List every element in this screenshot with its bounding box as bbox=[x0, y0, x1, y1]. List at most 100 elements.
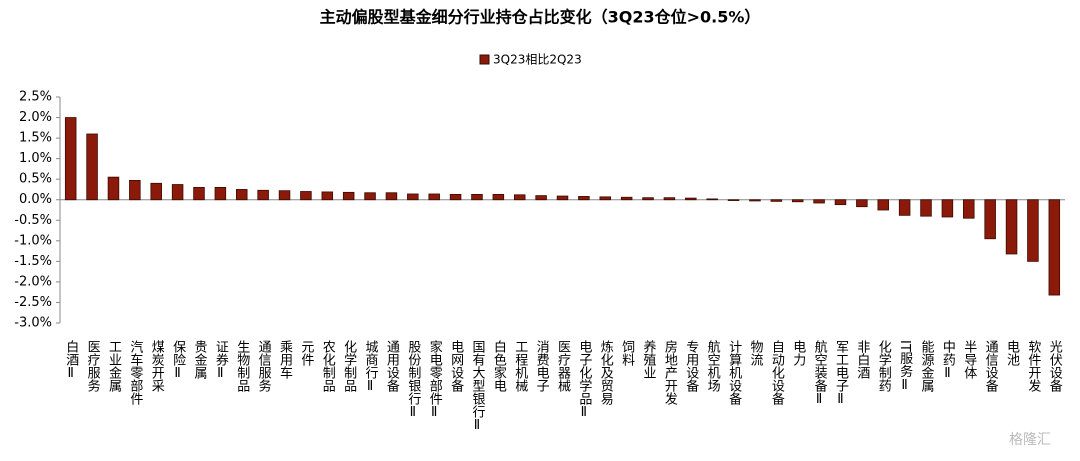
bar bbox=[449, 193, 462, 201]
bar bbox=[963, 199, 975, 219]
bar bbox=[663, 197, 676, 201]
x-tick-label: 汽车零部件 bbox=[127, 340, 143, 405]
x-tick-label: 证券Ⅱ bbox=[213, 340, 229, 381]
bar bbox=[1005, 199, 1018, 255]
y-tick-label: 0.5% bbox=[19, 172, 52, 187]
x-tick-label: 电力 bbox=[790, 340, 806, 367]
bar bbox=[749, 199, 761, 202]
x-tick-label: 通信设备 bbox=[983, 340, 999, 393]
bar bbox=[791, 199, 804, 203]
x-tick-label: 通信服务 bbox=[256, 340, 272, 392]
bar bbox=[86, 133, 98, 201]
x-tick-label: 白酒Ⅱ bbox=[63, 339, 79, 381]
bar bbox=[300, 191, 312, 201]
x-tick-label: 能源金属 bbox=[919, 340, 935, 393]
x-tick-label: 股份制银行Ⅱ bbox=[405, 340, 421, 420]
x-tick-label: 房地产开发 bbox=[662, 339, 678, 405]
bar bbox=[129, 180, 141, 201]
bar bbox=[642, 197, 654, 201]
y-tick-label: -1.0% bbox=[14, 233, 52, 248]
x-tick-label: 计算机设备 bbox=[726, 340, 742, 406]
bar bbox=[64, 117, 77, 201]
bar bbox=[342, 191, 355, 201]
x-tick-label: 化学制药 bbox=[876, 340, 892, 392]
y-tick-label: -1.5% bbox=[14, 254, 52, 269]
x-tick-label: 贵金属 bbox=[191, 340, 207, 380]
bar bbox=[150, 182, 162, 201]
x-tick-label: 电网设备 bbox=[448, 340, 464, 393]
x-tick-label: 软件开发 bbox=[1025, 340, 1041, 392]
x-tick-label: 专用设备 bbox=[683, 340, 699, 393]
bar bbox=[813, 199, 825, 204]
x-tick-label: 电池 bbox=[1004, 340, 1020, 366]
bar bbox=[834, 199, 847, 206]
y-tick-label: 2.5% bbox=[19, 90, 52, 105]
bar bbox=[877, 199, 889, 211]
bar bbox=[513, 194, 526, 201]
bar bbox=[898, 199, 911, 216]
bar bbox=[428, 193, 440, 201]
x-tick-label: 工业金属 bbox=[106, 340, 122, 393]
bar bbox=[599, 196, 612, 201]
bar bbox=[1048, 199, 1061, 296]
x-tick-label: 化学制品 bbox=[341, 340, 357, 392]
bar bbox=[706, 198, 718, 201]
bar bbox=[236, 189, 248, 201]
bar bbox=[685, 197, 697, 201]
bar bbox=[578, 196, 590, 201]
x-tick-label: 电子化学品Ⅱ bbox=[576, 340, 592, 420]
bar bbox=[471, 193, 483, 201]
bar bbox=[1027, 199, 1039, 262]
bar bbox=[984, 199, 996, 240]
bar bbox=[278, 190, 291, 201]
x-tick-label: 中药Ⅱ bbox=[940, 340, 956, 381]
x-tick-label: 生物制品 bbox=[234, 340, 250, 392]
x-tick-label: 煤炭开采 bbox=[149, 340, 165, 392]
x-tick-label: 城商行Ⅱ bbox=[363, 340, 379, 394]
bar bbox=[556, 195, 569, 201]
bar bbox=[321, 191, 334, 201]
x-tick-label: 乘用车 bbox=[277, 340, 293, 379]
x-tick-label: 自动化设备 bbox=[769, 340, 785, 406]
bar bbox=[171, 184, 184, 201]
x-tick-label: 饲料 bbox=[619, 340, 635, 366]
x-tick-label: 医疗器械 bbox=[555, 340, 571, 392]
x-tick-label: 工程机械 bbox=[512, 340, 528, 392]
y-tick-label: 1.0% bbox=[19, 151, 52, 166]
x-tick-label: 通用设备 bbox=[384, 340, 400, 393]
bar bbox=[407, 193, 419, 201]
x-tick-label: 白色家电 bbox=[491, 339, 507, 392]
x-tick-label: 航空机场 bbox=[705, 339, 721, 392]
legend-swatch bbox=[479, 54, 490, 65]
bar bbox=[727, 199, 740, 201]
bar bbox=[856, 199, 868, 208]
y-tick-label: 1.5% bbox=[19, 131, 52, 146]
x-tick-label: 国有大型银行Ⅱ bbox=[469, 340, 485, 433]
x-tick-label: 非白酒 bbox=[854, 340, 870, 379]
bar bbox=[941, 199, 954, 218]
x-tick-label: 医疗服务 bbox=[85, 340, 101, 392]
bar bbox=[620, 196, 633, 201]
bar bbox=[492, 193, 505, 201]
x-tick-label: 光伏设备 bbox=[1047, 340, 1063, 393]
bar bbox=[385, 192, 398, 201]
x-tick-label: 农化制品 bbox=[320, 340, 336, 392]
bar bbox=[364, 192, 376, 201]
chart-title: 主动偏股型基金细分行业持仓占比变化（3Q23仓位>0.5%） bbox=[320, 8, 761, 27]
x-tick-label: 消费电子 bbox=[534, 340, 550, 392]
x-tick-label: 保险Ⅱ bbox=[170, 340, 186, 381]
y-tick-label: 2.0% bbox=[19, 110, 52, 125]
y-tick-label: -2.0% bbox=[14, 274, 52, 289]
legend-label: 3Q23相比2Q23 bbox=[493, 53, 582, 67]
x-tick-label: 元件 bbox=[298, 340, 314, 366]
bar bbox=[107, 176, 120, 201]
bar bbox=[920, 199, 932, 217]
bar bbox=[193, 186, 205, 201]
y-tick-label: 0.0% bbox=[19, 192, 52, 207]
x-tick-label: 军工电子Ⅱ bbox=[833, 340, 849, 407]
x-tick-label: 物流 bbox=[747, 340, 763, 366]
bar bbox=[535, 195, 547, 201]
x-tick-label: IT服务Ⅱ bbox=[897, 340, 913, 393]
y-tick-label: -2.5% bbox=[14, 295, 52, 310]
